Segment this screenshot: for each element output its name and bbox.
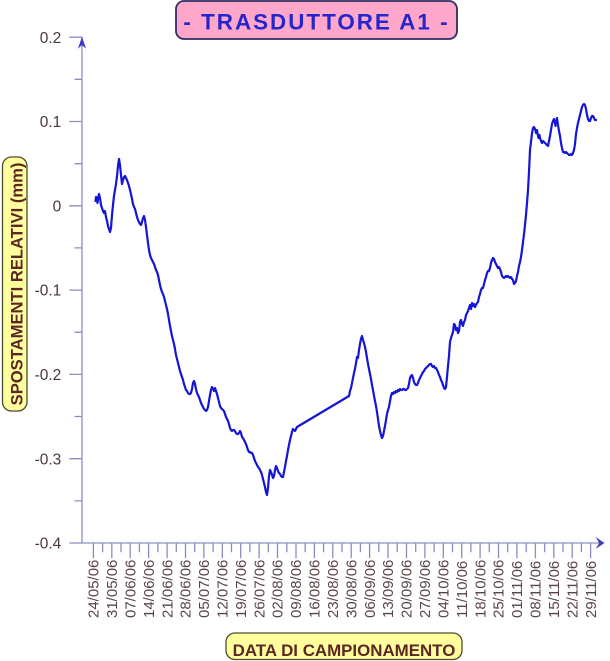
svg-text:16/08/06: 16/08/06	[307, 560, 324, 618]
svg-text:-0.4: -0.4	[35, 536, 62, 553]
svg-text:23/08/06: 23/08/06	[325, 560, 342, 618]
svg-text:15/11/06: 15/11/06	[546, 561, 563, 618]
svg-text:18/10/06: 18/10/06	[472, 560, 489, 618]
svg-text:02/08/06: 02/08/06	[270, 560, 287, 618]
svg-text:04/10/06: 04/10/06	[436, 560, 453, 618]
svg-text:30/08/06: 30/08/06	[343, 560, 360, 618]
svg-text:24/05/06: 24/05/06	[86, 560, 103, 618]
svg-text:22/11/06: 22/11/06	[564, 561, 581, 618]
svg-text:14/06/06: 14/06/06	[141, 560, 158, 618]
svg-text:09/08/06: 09/08/06	[288, 560, 305, 618]
svg-text:0: 0	[53, 198, 62, 215]
svg-text:06/09/06: 06/09/06	[362, 560, 379, 618]
svg-text:-0.3: -0.3	[35, 451, 62, 468]
svg-text:28/06/06: 28/06/06	[178, 560, 195, 618]
svg-text:05/07/06: 05/07/06	[196, 560, 213, 618]
svg-text:19/07/06: 19/07/06	[233, 560, 250, 618]
svg-text:26/07/06: 26/07/06	[251, 560, 268, 618]
svg-text:01/11/06: 01/11/06	[509, 561, 526, 618]
svg-text:0.2: 0.2	[40, 30, 62, 47]
svg-text:11/10/06: 11/10/06	[454, 561, 471, 618]
svg-text:20/09/06: 20/09/06	[399, 560, 416, 618]
svg-text:08/11/06: 08/11/06	[528, 561, 545, 618]
svg-text:-0.1: -0.1	[35, 283, 62, 300]
svg-text:25/10/06: 25/10/06	[491, 560, 508, 618]
svg-text:SPOSTAMENTI RELATIVI (mm): SPOSTAMENTI RELATIVI (mm)	[8, 163, 27, 406]
svg-text:12/07/06: 12/07/06	[215, 560, 232, 618]
svg-text:31/05/06: 31/05/06	[104, 560, 121, 618]
svg-text:13/09/06: 13/09/06	[380, 560, 397, 618]
svg-text:21/06/06: 21/06/06	[159, 560, 176, 618]
svg-text:-0.2: -0.2	[35, 367, 62, 384]
svg-text:27/09/06: 27/09/06	[417, 560, 434, 618]
svg-text:07/06/06: 07/06/06	[122, 560, 139, 618]
svg-text:- TRASDUTTORE A1 -: - TRASDUTTORE A1 -	[183, 10, 449, 35]
svg-text:29/11/06: 29/11/06	[583, 561, 600, 618]
svg-text:DATA DI CAMPIONAMENTO: DATA DI CAMPIONAMENTO	[233, 641, 456, 660]
svg-text:0.1: 0.1	[40, 114, 62, 131]
